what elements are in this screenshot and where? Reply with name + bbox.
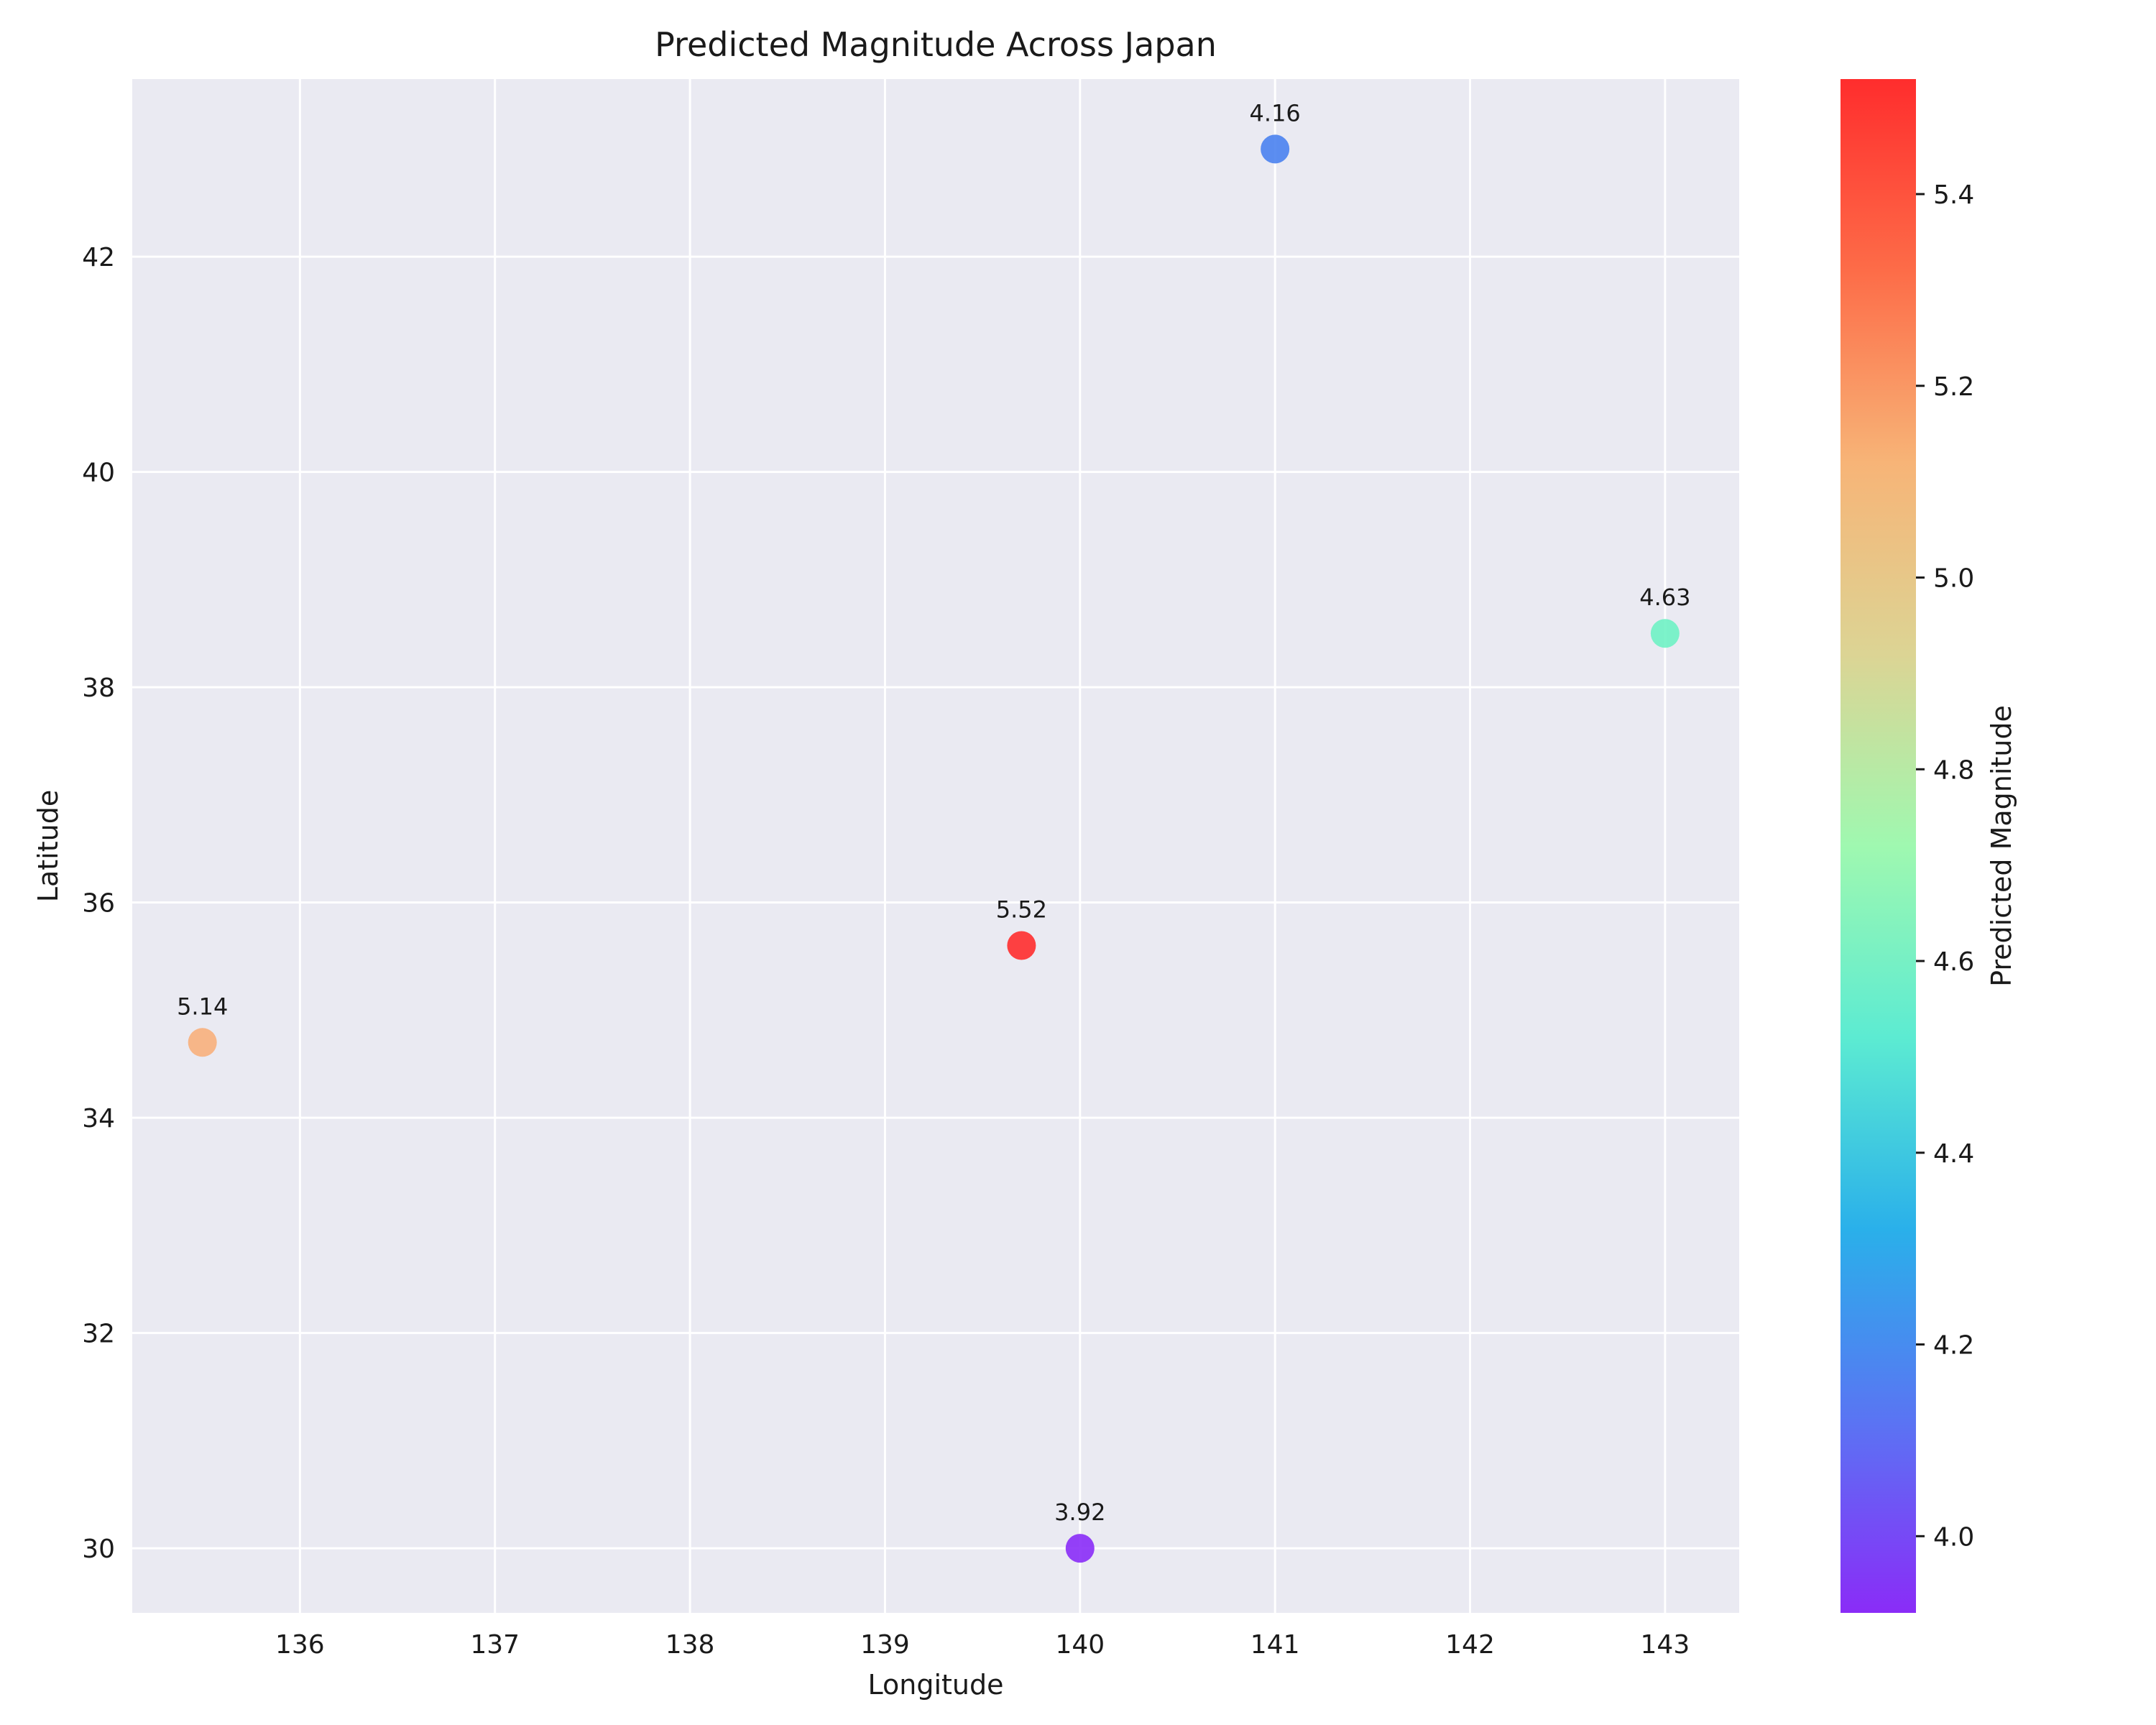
data-point — [1650, 619, 1680, 648]
data-point — [188, 1028, 217, 1057]
x-tick-label: 143 — [1641, 1630, 1690, 1660]
data-label: 4.16 — [1250, 99, 1301, 126]
y-tick-label: 40 — [82, 459, 115, 488]
colorbar-tick-label: 4.2 — [1933, 1331, 1974, 1361]
data-label: 5.52 — [996, 896, 1047, 924]
y-tick-label: 30 — [82, 1535, 115, 1564]
colorbar-tick-label: 4.6 — [1933, 947, 1974, 977]
colorbar-tick-label: 5.2 — [1933, 372, 1974, 402]
data-label: 5.14 — [177, 993, 228, 1020]
x-tick-label: 137 — [470, 1630, 520, 1660]
x-tick-label: 136 — [275, 1630, 325, 1660]
colorbar — [1841, 79, 1916, 1613]
data-point — [1065, 1534, 1095, 1563]
x-tick-label: 142 — [1445, 1630, 1495, 1660]
data-points — [188, 134, 1680, 1563]
data-point — [1007, 931, 1036, 960]
colorbar-tick-label: 4.0 — [1933, 1522, 1974, 1552]
y-tick-label: 38 — [82, 673, 115, 703]
data-label: 3.92 — [1054, 1499, 1105, 1526]
data-label: 4.63 — [1639, 584, 1690, 611]
colorbar-ticks: 4.0 4.2 4.4 4.6 4.8 5.0 5.2 5.4 — [1916, 180, 1974, 1552]
x-axis-label: Longitude — [868, 1669, 1004, 1701]
colorbar-tick-label: 5.0 — [1933, 564, 1974, 594]
chart-title: Predicted Magnitude Across Japan — [655, 25, 1217, 64]
colorbar-tick-label: 4.8 — [1933, 755, 1974, 785]
data-point — [1261, 134, 1290, 164]
x-tick-label: 138 — [665, 1630, 715, 1660]
colorbar-tick-label: 4.4 — [1933, 1139, 1974, 1169]
y-axis-label: Latitude — [32, 790, 64, 902]
x-tick-label: 140 — [1055, 1630, 1105, 1660]
gridlines — [132, 79, 1739, 1613]
x-tick-label: 139 — [860, 1630, 910, 1660]
y-tick-label: 42 — [82, 243, 115, 272]
y-tick-label: 36 — [82, 889, 115, 919]
data-labels: 5.14 5.52 3.92 4.16 4.63 — [177, 99, 1690, 1526]
y-axis-ticks: 30 32 34 36 38 40 42 — [82, 243, 115, 1564]
colorbar-tick-label: 5.4 — [1933, 180, 1974, 210]
y-tick-label: 32 — [82, 1320, 115, 1349]
y-tick-label: 34 — [82, 1104, 115, 1133]
x-tick-label: 141 — [1250, 1630, 1300, 1660]
colorbar-label: Predicted Magnitude — [1986, 705, 2017, 987]
x-axis-ticks: 136 137 138 139 140 141 142 143 — [275, 1630, 1690, 1660]
plot-area — [132, 79, 1739, 1613]
